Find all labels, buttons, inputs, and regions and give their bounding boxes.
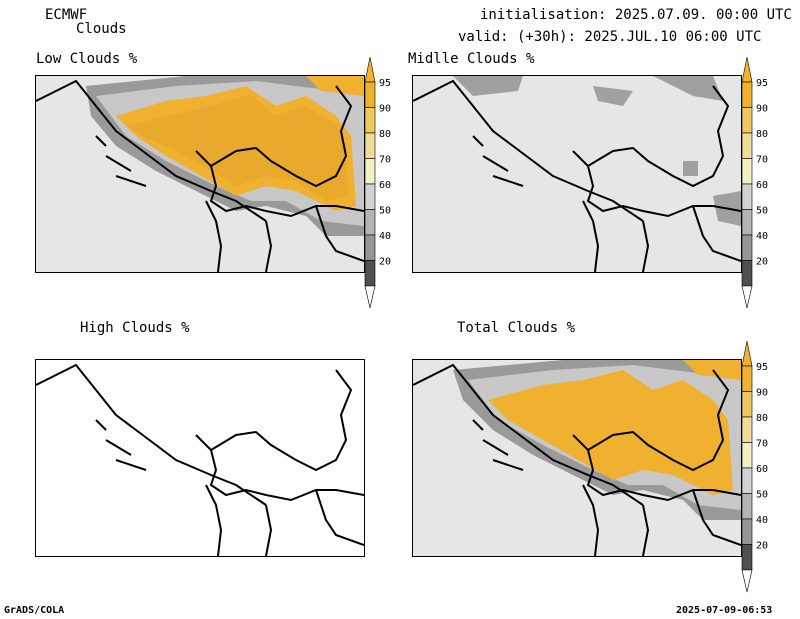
colorbar-box-95	[741, 365, 753, 392]
colorbar-label-60: 60	[379, 180, 391, 191]
colorbar-box-80	[741, 132, 753, 159]
colorbar-label-20: 20	[756, 541, 768, 552]
colorbar-label-95: 95	[756, 362, 768, 373]
colorbar-box-40	[741, 518, 753, 545]
colorbar-label-95: 95	[756, 78, 768, 89]
colorbar-label-90: 90	[756, 388, 768, 399]
init-time: initialisation: 2025.07.09. 00:00 UTC	[480, 7, 792, 23]
colorbar-label-50: 50	[756, 490, 768, 501]
colorbar-bottom-arrow	[741, 285, 753, 309]
colorbar-label-95: 95	[379, 78, 391, 89]
colorbar-box-60	[741, 467, 753, 494]
colorbar-box-50	[364, 209, 376, 236]
colorbar-box-80	[364, 132, 376, 159]
colorbar-label-90: 90	[379, 104, 391, 115]
mid-clouds-title: Midlle Clouds %	[408, 51, 535, 67]
total-clouds-map	[412, 359, 742, 557]
model-name: ECMWF	[45, 7, 88, 23]
colorbar-box-80	[741, 416, 753, 443]
colorbar-box-70	[364, 158, 376, 185]
colorbar-box-60	[741, 183, 753, 210]
colorbar-top-arrow	[741, 340, 753, 367]
colorbar-box-90	[741, 107, 753, 134]
colorbar-label-40: 40	[756, 515, 768, 526]
footer-right: 2025-07-09-06:53	[676, 605, 773, 616]
colorbar-box-70	[741, 158, 753, 185]
mid-clouds-borders	[413, 79, 741, 272]
colorbar-top-arrow	[741, 56, 753, 83]
colorbar-label-70: 70	[379, 155, 391, 166]
colorbar-box-90	[741, 391, 753, 418]
total-clouds-title: Total Clouds %	[457, 320, 576, 336]
mid-clouds-field	[413, 76, 741, 272]
footer-left: GrADS/COLA	[4, 605, 65, 616]
colorbar-box-40	[364, 234, 376, 261]
valid-time: valid: (+30h): 2025.JUL.10 06:00 UTC	[458, 29, 762, 45]
colorbar-label-60: 60	[756, 464, 768, 475]
colorbar-bottom-arrow	[364, 285, 376, 309]
colorbar-label-50: 50	[379, 206, 391, 217]
colorbar-box-60	[364, 183, 376, 210]
colorbar-top-arrow	[364, 56, 376, 83]
colorbar-mid: 95 90 80 70 60 50 40 20	[741, 56, 792, 309]
colorbar-label-80: 80	[756, 129, 768, 140]
colorbar-label-70: 70	[756, 439, 768, 450]
colorbar-bottom-arrow	[741, 569, 753, 593]
colorbar-label-90: 90	[756, 104, 768, 115]
colorbar-box-20	[364, 260, 376, 287]
total-clouds-field	[413, 360, 741, 556]
colorbar-label-20: 20	[379, 257, 391, 268]
colorbar-label-40: 40	[379, 231, 391, 242]
total-clouds-borders	[413, 363, 741, 556]
colorbar-box-70	[741, 442, 753, 469]
mid-clouds-map	[412, 75, 742, 273]
low-clouds-title: Low Clouds %	[36, 51, 138, 67]
colorbar-box-50	[741, 209, 753, 236]
colorbar-low: 95 90 80 70 60 50 40 20	[364, 56, 415, 309]
colorbar-box-90	[364, 107, 376, 134]
colorbar-total: 95 90 80 70 60 50 40 20	[741, 340, 792, 593]
colorbar-box-50	[741, 493, 753, 520]
colorbar-box-95	[741, 81, 753, 108]
product-name: Clouds	[76, 21, 127, 37]
colorbar-box-40	[741, 234, 753, 261]
high-clouds-map	[35, 359, 365, 557]
colorbar-box-20	[741, 260, 753, 287]
colorbar-label-70: 70	[756, 155, 768, 166]
colorbar-box-20	[741, 544, 753, 571]
colorbar-label-80: 80	[379, 129, 391, 140]
colorbar-label-80: 80	[756, 413, 768, 424]
high-clouds-borders	[36, 360, 364, 556]
colorbar-label-60: 60	[756, 180, 768, 191]
high-clouds-title: High Clouds %	[80, 320, 190, 336]
colorbar-box-95	[364, 81, 376, 108]
low-clouds-map	[35, 75, 365, 273]
colorbar-label-40: 40	[756, 231, 768, 242]
colorbar-label-20: 20	[756, 257, 768, 268]
low-clouds-borders	[36, 79, 364, 272]
colorbar-label-50: 50	[756, 206, 768, 217]
